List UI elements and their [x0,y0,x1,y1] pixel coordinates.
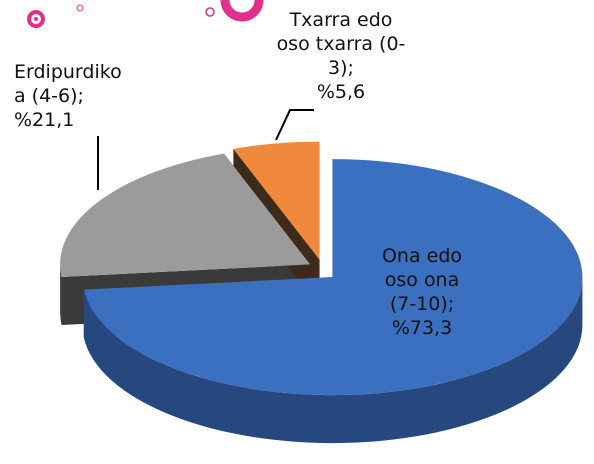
decor [34,17,38,21]
pie [60,110,582,443]
decor [225,0,259,17]
category-label: Erdipurdikoa (4-6); [14,60,126,108]
value-label: %21,1 [14,108,126,132]
decor [77,5,83,11]
page: Txarra edo oso txarra (0-3); %5,6 Erdipu… [0,0,594,464]
decor [206,8,214,16]
label: Txarra edo oso txarra (0-3); %5,6 [276,8,406,104]
value-label: %5,6 [276,80,406,104]
label: Ona edo oso ona (7-10); %73,3 [372,244,472,340]
category-label: Txarra edo oso txarra (0-3); [276,8,406,80]
category-label: Ona edo oso ona (7-10); [372,244,472,316]
leader-line [276,110,314,140]
value-label: %73,3 [372,316,472,340]
label: Erdipurdikoa (4-6); %21,1 [14,60,126,132]
